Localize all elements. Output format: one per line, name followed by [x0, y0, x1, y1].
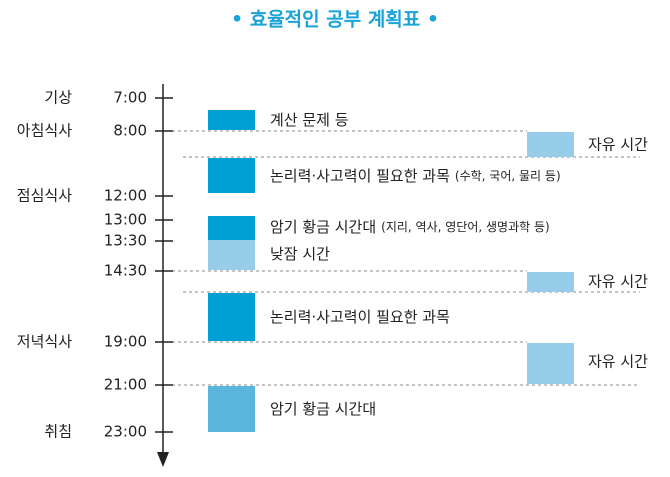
label: 논리력·사고력이 필요한 과목 [270, 308, 450, 326]
time-label: 13:00 [104, 211, 147, 229]
event-label: 기상 [44, 89, 72, 107]
label: 계산 문제 등 [270, 111, 349, 129]
axis-arrow [157, 452, 169, 467]
block [527, 132, 574, 157]
time-label: 7:00 [113, 89, 147, 107]
block-label: 낮잠 시간 [270, 245, 330, 263]
study-blocks [208, 110, 255, 432]
event-label: 취침 [44, 423, 72, 441]
block-label: 암기 황금 시간대 (지리, 역사, 영단어, 생명과학 등) [270, 218, 550, 236]
block [208, 386, 255, 432]
event-label: 아침식사 [17, 122, 72, 140]
block [208, 240, 255, 270]
time-label: 8:00 [113, 122, 147, 140]
block [527, 343, 574, 384]
label: 암기 황금 시간대 [270, 400, 376, 418]
title: • 효율적인 공부 계획표 • [231, 9, 439, 31]
axis-labels: 7:00 기상 8:00 아침식사 12:00 점심식사 13:00 13:30 14:30 19… [17, 89, 173, 441]
free-label: 자유 시간 [588, 353, 648, 371]
event-label: 저녁식사 [17, 333, 72, 351]
time-label: 19:00 [104, 333, 147, 351]
free-label: 자유 시간 [588, 273, 648, 291]
block-label: 암기 황금 시간대 [270, 400, 376, 418]
time-label: 14:30 [104, 262, 147, 280]
block [527, 272, 574, 292]
time-label: 13:30 [104, 232, 147, 250]
free-blocks [527, 132, 574, 384]
time-label: 12:00 [104, 187, 147, 205]
block-label: 논리력·사고력이 필요한 과목 [270, 308, 450, 326]
block [208, 293, 255, 341]
block-label: 논리력·사고력이 필요한 과목 (수학, 국어, 물리 등) [270, 167, 561, 185]
label: 암기 황금 시간대 [270, 218, 376, 236]
block [208, 158, 255, 193]
free-label: 자유 시간 [588, 136, 648, 154]
block [208, 110, 255, 130]
block-label: 계산 문제 등 [270, 111, 349, 129]
event-label: 점심식사 [17, 187, 72, 205]
block [208, 216, 255, 240]
label: 낮잠 시간 [270, 245, 330, 263]
time-label: 21:00 [104, 376, 147, 394]
note: (수학, 국어, 물리 등) [455, 169, 561, 183]
time-label: 23:00 [104, 423, 147, 441]
note: (지리, 역사, 영단어, 생명과학 등) [381, 220, 550, 234]
label: 논리력·사고력이 필요한 과목 [270, 167, 450, 185]
